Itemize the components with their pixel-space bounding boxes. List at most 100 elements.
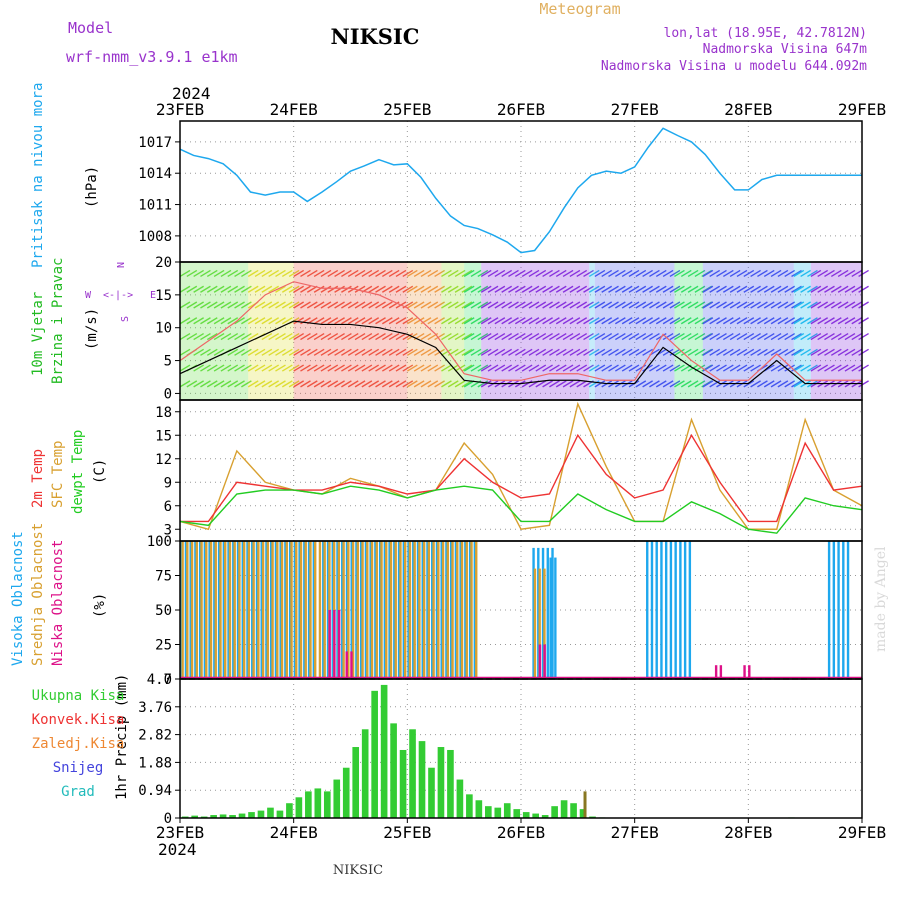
- wind-barb: [793, 285, 805, 293]
- wind-barb: [247, 364, 259, 372]
- wind-barb: [635, 269, 647, 278]
- x-date-label-top: 29FEB: [838, 100, 886, 119]
- high-cloud-bar: [827, 541, 831, 679]
- wind-barb: [341, 301, 352, 309]
- wind-barb: [674, 380, 685, 388]
- mid-cloud-bar: [285, 541, 288, 679]
- wind-barb: [461, 380, 473, 388]
- wind-barb: [837, 364, 849, 372]
- wind-barb: [810, 332, 822, 341]
- wind-barb: [341, 269, 352, 278]
- wind-barb: [234, 348, 245, 356]
- wind-barb: [306, 348, 318, 356]
- x-date-label-bottom: 24FEB: [270, 823, 318, 842]
- wind-barb: [193, 348, 205, 356]
- wind-barb: [555, 364, 567, 372]
- low-cloud-bar: [748, 665, 751, 679]
- wind-barb: [241, 332, 252, 341]
- wind-barb: [288, 348, 300, 356]
- wind-barb: [669, 285, 681, 293]
- wind-barb: [793, 269, 805, 278]
- precip-bar: [551, 806, 558, 818]
- wind-barb: [635, 317, 647, 325]
- wind-barb: [347, 269, 359, 278]
- wind-barb: [477, 317, 489, 325]
- wind-barb: [313, 364, 325, 372]
- wind-barb: [628, 301, 640, 309]
- wind-barb: [635, 348, 647, 356]
- wind-barb: [247, 348, 259, 356]
- mid-cloud-bar: [224, 541, 227, 679]
- wind-barb: [680, 317, 692, 325]
- wind-barb: [743, 317, 755, 325]
- wind-barb: [837, 269, 849, 278]
- wind-barb: [470, 332, 482, 341]
- wind-barb: [313, 269, 325, 278]
- precip-bar: [437, 747, 445, 818]
- wind-barb: [763, 332, 775, 341]
- wind-barb: [576, 332, 588, 341]
- wind-barb: [562, 301, 574, 309]
- wind-field: [589, 262, 595, 400]
- mid-cloud-bar: [460, 541, 464, 679]
- wind-barb: [810, 285, 822, 293]
- wind-barb: [300, 332, 311, 341]
- high-cloud-bar: [650, 541, 654, 679]
- wind-barb: [234, 332, 245, 341]
- wind-barb: [347, 332, 359, 341]
- wind-barb: [268, 364, 280, 372]
- wind-barb: [381, 269, 393, 278]
- mid-cloud-bar: [475, 541, 478, 679]
- wind-barb: [461, 332, 473, 341]
- wind-barb: [200, 380, 211, 388]
- wind-barb: [750, 269, 761, 278]
- wind-barb: [655, 285, 667, 293]
- wind-barb: [784, 285, 796, 293]
- wind-barb: [186, 301, 198, 309]
- wind-barb: [621, 348, 633, 356]
- wind-barb: [614, 364, 626, 372]
- wind-barb: [179, 380, 191, 388]
- wind-barb: [674, 348, 685, 356]
- high-cloud-bar: [378, 541, 382, 679]
- wind-barb: [293, 317, 305, 325]
- precip-bar: [342, 767, 350, 818]
- wind-barb: [206, 364, 218, 372]
- wind-barb: [320, 317, 332, 325]
- wind-barb: [784, 348, 796, 356]
- wind-barb: [241, 301, 252, 309]
- watermark: made by Angel: [873, 546, 889, 652]
- mid-cloud-bar: [304, 541, 307, 679]
- wind-barb: [722, 269, 734, 278]
- wind-barb: [576, 317, 588, 325]
- plots: 1008 1011 1014 1017 0 5 10 15 20 3 6 9 12 15 18 0 25 50 75…: [138, 100, 886, 842]
- wind-barb: [441, 348, 452, 356]
- wind-barb: [406, 364, 418, 372]
- wind-barb: [406, 285, 418, 293]
- wind-barb: [757, 348, 768, 356]
- wind-barb: [306, 332, 318, 341]
- wind-barb: [375, 317, 386, 325]
- wind-barb: [601, 364, 613, 372]
- high-cloud-bar: [532, 547, 535, 679]
- y-tick-label: 0.94: [138, 783, 172, 799]
- wind-barb: [220, 364, 232, 372]
- wind-barb: [454, 301, 466, 309]
- wind-barb: [200, 269, 211, 278]
- wind-barb: [694, 380, 706, 388]
- wind-barb: [334, 285, 345, 293]
- wind-barb: [576, 301, 588, 309]
- wind-barb: [293, 269, 305, 278]
- wind-barb: [268, 269, 280, 278]
- wind-barb: [441, 332, 452, 341]
- wind-barb: [494, 301, 506, 309]
- high-cloud-bar: [180, 541, 183, 679]
- mid-cloud-bar: [233, 541, 236, 679]
- y-tick-label: 1008: [138, 229, 172, 245]
- wind-barb: [327, 285, 339, 293]
- high-cloud-bar: [279, 541, 282, 679]
- wind-barb: [327, 317, 339, 325]
- low-cloud-bar: [337, 610, 341, 679]
- wind-barb: [234, 364, 245, 372]
- wind-barb: [354, 380, 366, 388]
